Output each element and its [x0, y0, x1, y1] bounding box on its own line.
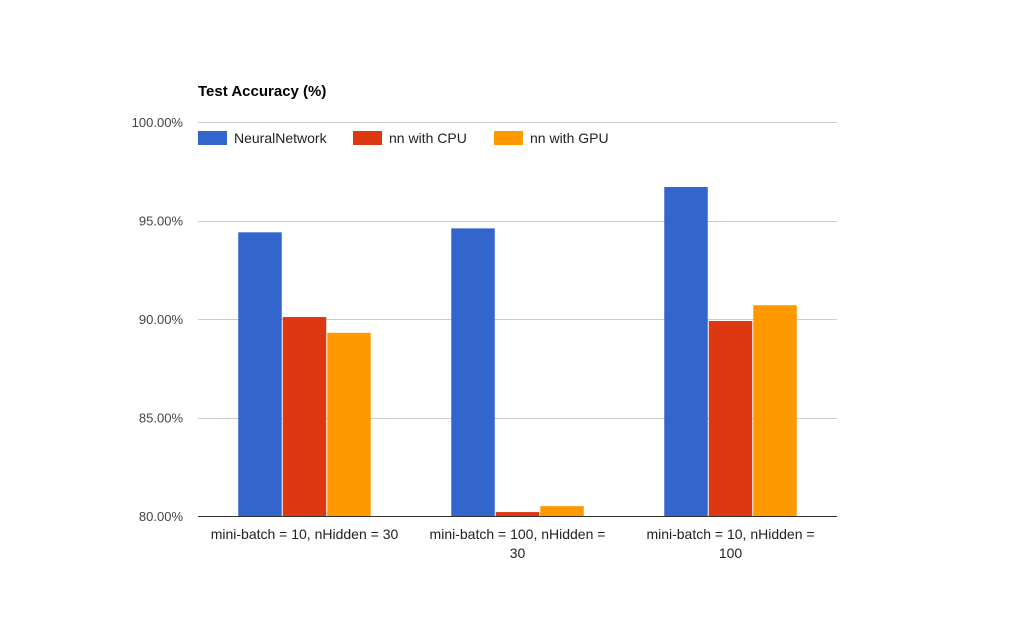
bar-neuralnetwork-1[interactable] — [238, 232, 282, 516]
legend-label: NeuralNetwork — [234, 130, 328, 146]
bar-nn-with-gpu-2[interactable] — [540, 506, 584, 516]
legend-item-neuralnetwork[interactable]: NeuralNetwork — [198, 130, 328, 146]
y-tick-label: 80.00% — [139, 509, 184, 524]
x-tick-label: mini-batch = 100, nHidden = 30 — [430, 526, 606, 561]
bar-nn-with-gpu-1[interactable] — [327, 332, 371, 516]
y-axis-tick-labels: 80.00% 85.00% 90.00% 95.00% 100.00% — [132, 115, 184, 524]
y-tick-label: 95.00% — [139, 214, 184, 229]
chart-title: Test Accuracy (%) — [198, 83, 326, 100]
x-tick-label: mini-batch = 10, nHidden = 30 — [211, 526, 399, 542]
y-tick-label: 90.00% — [139, 312, 184, 327]
legend-item-nn-with-gpu[interactable]: nn with GPU — [494, 130, 609, 146]
y-tick-label: 85.00% — [139, 411, 184, 426]
legend-label: nn with CPU — [389, 130, 467, 146]
bar-nn-with-cpu-1[interactable] — [282, 317, 327, 516]
x-tick-label-line: 30 — [510, 545, 526, 561]
x-tick-label-line: 100 — [719, 545, 743, 561]
x-tick-label: mini-batch = 10, nHidden = 100 — [646, 526, 814, 561]
x-tick-label-line: mini-batch = 10, nHidden = 30 — [211, 526, 399, 542]
x-tick-label-line: mini-batch = 10, nHidden = — [646, 526, 814, 542]
bar-neuralnetwork-3[interactable] — [664, 187, 708, 516]
bar-nn-with-gpu-3[interactable] — [753, 305, 797, 516]
legend-swatch — [198, 131, 227, 145]
legend[interactable]: NeuralNetwork nn with CPU nn with GPU — [198, 130, 609, 146]
bar-neuralnetwork-2[interactable] — [451, 228, 495, 516]
bar-nn-with-cpu-3[interactable] — [708, 320, 753, 516]
legend-swatch — [353, 131, 382, 145]
bar-nn-with-cpu-2[interactable] — [495, 512, 540, 516]
bars — [238, 187, 797, 516]
legend-item-nn-with-cpu[interactable]: nn with CPU — [353, 130, 467, 146]
x-axis-tick-labels: mini-batch = 10, nHidden = 30 mini-batch … — [211, 526, 815, 561]
y-tick-label: 100.00% — [132, 115, 184, 130]
x-tick-label-line: mini-batch = 100, nHidden = — [430, 526, 606, 542]
legend-swatch — [494, 131, 523, 145]
legend-label: nn with GPU — [530, 130, 609, 146]
